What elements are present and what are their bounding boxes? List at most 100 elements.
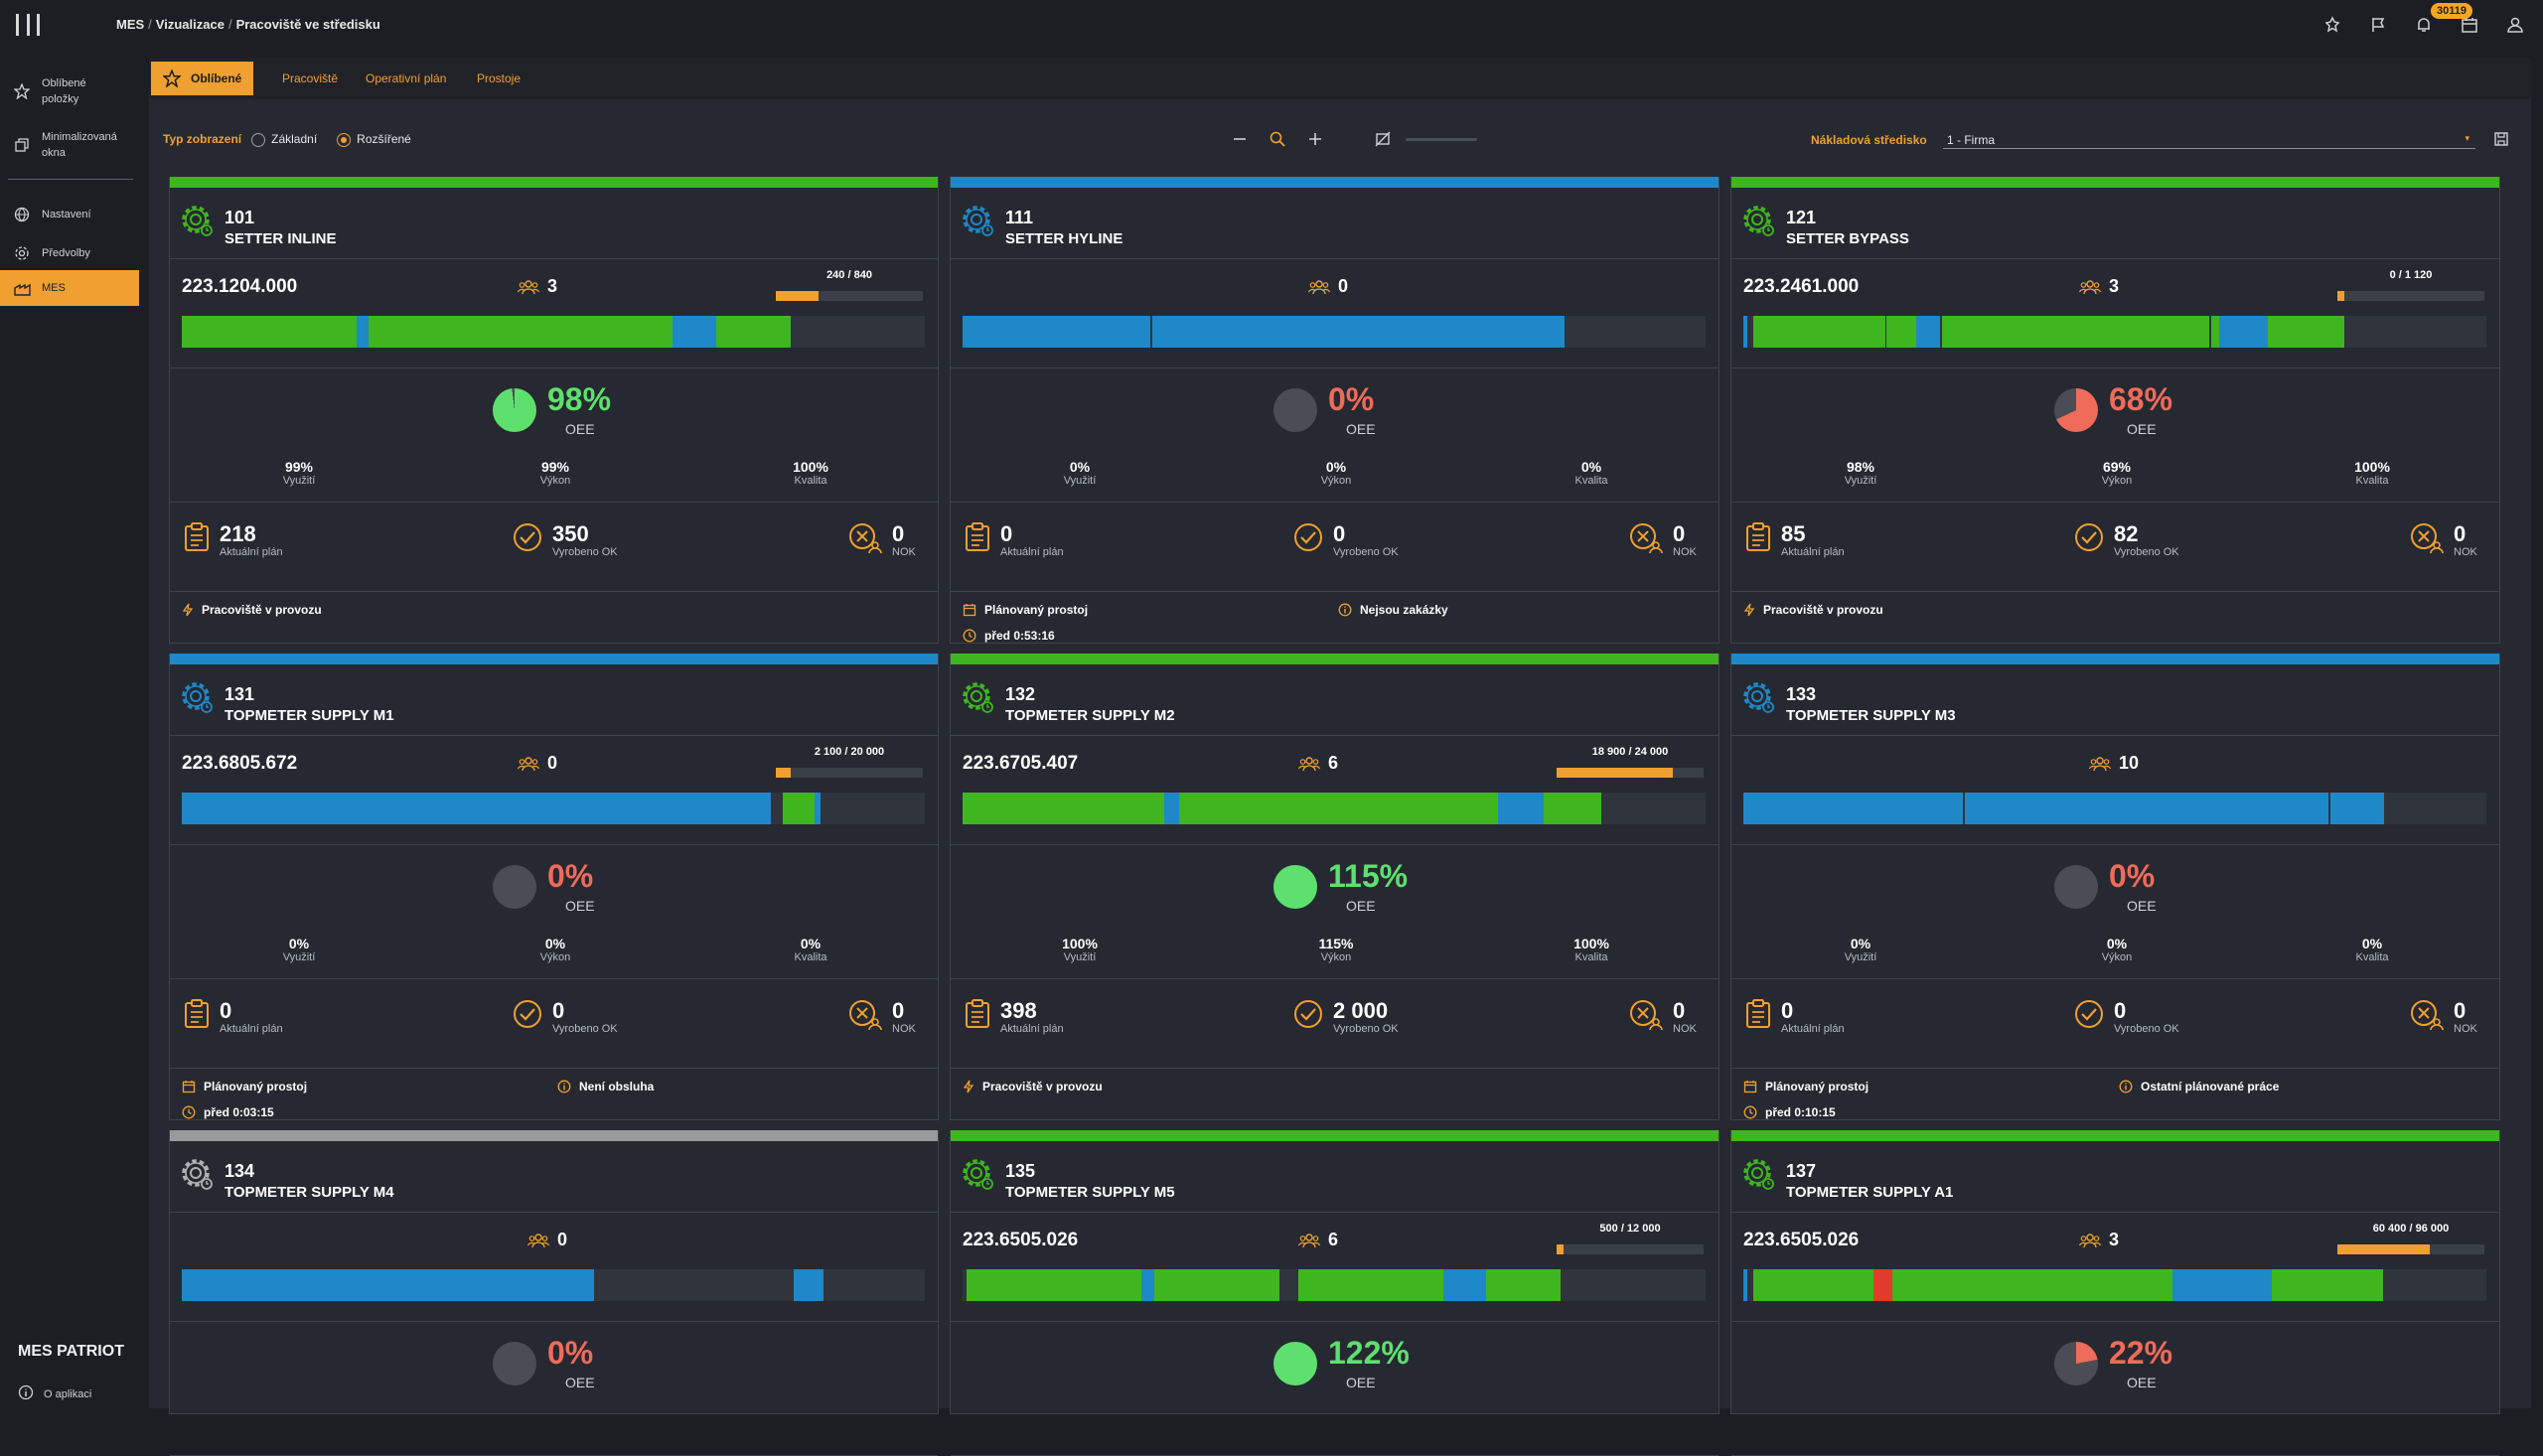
kpi-label: Kvalita	[794, 951, 827, 963]
export-icon[interactable]	[2491, 129, 2511, 149]
radio-label: Rozšířené	[357, 132, 411, 146]
kpi-label: Výkon	[2101, 951, 2133, 963]
menu-icon[interactable]	[16, 14, 40, 36]
zoom-slider[interactable]	[1406, 138, 1477, 141]
order-row: 223.2461.000 3 0 / 1 120	[1731, 259, 2499, 368]
timeline-segment	[2271, 1269, 2383, 1301]
radio-button[interactable]	[251, 132, 266, 147]
breadcrumb-item[interactable]: MES	[116, 17, 145, 32]
plan-label: Aktuální plán	[220, 546, 283, 558]
workplace-card[interactable]: 131 TOPMETER SUPPLY M1 223.6805.672 0 2 100 …	[169, 654, 939, 1120]
cost-center-select[interactable]: 1 - Firma ▾	[1943, 127, 2475, 149]
zoom-out-icon[interactable]	[1230, 129, 1250, 149]
operators-value: 3	[2109, 276, 2120, 296]
timeline-segment	[2329, 793, 2384, 824]
zoom-in-icon[interactable]	[1305, 129, 1325, 149]
sidebar-item-minimized[interactable]: Minimalizovaná okna	[0, 125, 139, 165]
operators-value: 0	[547, 753, 558, 773]
oee-section: 0% OEE	[170, 1322, 938, 1456]
workplace-card[interactable]: 101 SETTER INLINE 223.1204.000 3 240 / 840 98…	[169, 177, 939, 644]
timeline-segment	[1298, 1269, 1443, 1301]
tab-favorites[interactable]: Oblíbené	[151, 62, 254, 95]
status-time: před 0:10:15	[1743, 1105, 1836, 1119]
plan-value: 0	[220, 998, 232, 1023]
workplace-card[interactable]: 134 TOPMETER SUPPLY M4 0 0% OEE	[169, 1130, 939, 1456]
tab-workplaces[interactable]: Pracoviště	[270, 62, 350, 95]
oee-value: 22%	[2109, 1335, 2173, 1371]
counter-plan: 218 Aktuální plán	[184, 522, 283, 558]
oee-section: 0% OEE 0% Využití 0% Výkon 0% Kvalita	[170, 845, 938, 979]
kpi-performance: 0% Výkon	[1276, 459, 1396, 487]
sidebar-item-favorites[interactable]: Oblíbené položky	[0, 72, 139, 111]
status-reason: Není obsluha	[557, 1080, 654, 1093]
user-icon[interactable]	[2503, 13, 2527, 37]
kpi-quality: 0% Kvalita	[2313, 936, 2432, 963]
about-link[interactable]: O aplikaci	[18, 1384, 91, 1403]
timeline-segment	[963, 316, 1151, 348]
globe-icon	[14, 207, 42, 222]
kpi-quality: 100% Kvalita	[1532, 936, 1651, 963]
timeline-segment	[1916, 316, 1941, 348]
calendar-icon	[963, 603, 976, 617]
timeline-bar	[182, 1269, 925, 1301]
breadcrumb-item[interactable]: Vizualizace	[155, 17, 224, 32]
status-primary: Pracoviště v provozu	[182, 603, 322, 617]
workplace-card[interactable]: 137 TOPMETER SUPPLY A1 223.6505.026 3 60 400…	[1730, 1130, 2500, 1456]
people-icon	[527, 1233, 549, 1248]
timeline-segment	[182, 1269, 595, 1301]
radio-basic[interactable]: Základní	[251, 132, 317, 147]
workplace-card[interactable]: 135 TOPMETER SUPPLY M5 223.6505.026 6 500 / …	[950, 1130, 1720, 1456]
counter-plan: 398 Aktuální plán	[965, 999, 1064, 1035]
operators-value: 3	[547, 276, 558, 296]
oee-pie-chart	[493, 865, 536, 909]
bolt-icon	[1743, 603, 1755, 617]
counter-plan: 85 Aktuální plán	[1745, 522, 1845, 558]
radio-extended[interactable]: Rozšířené	[337, 132, 411, 147]
oee-pie-chart	[2054, 865, 2098, 909]
timeline-segment	[1442, 1269, 1487, 1301]
plan-value: 218	[220, 521, 256, 546]
timeline-segment	[1743, 793, 1963, 824]
status-row: Plánovaný prostoj Ostatní plánované práce…	[1731, 1069, 2499, 1128]
nok-value: 0	[2454, 998, 2467, 1023]
flag-icon[interactable]	[2366, 13, 2390, 37]
workplace-id: 135	[1005, 1161, 1036, 1181]
counter-nok: 0 NOK	[848, 999, 916, 1036]
nok-icon	[848, 522, 882, 559]
fit-off-icon[interactable]	[1373, 129, 1393, 149]
workplace-name: TOPMETER SUPPLY A1	[1786, 1184, 1954, 1201]
workplace-name: SETTER BYPASS	[1786, 230, 1909, 247]
operators-count: 6	[1298, 1230, 1338, 1250]
plan-value: 398	[1000, 998, 1037, 1023]
tab-operational-plan[interactable]: Operativní plán	[354, 62, 458, 95]
order-code: 223.2461.000	[1743, 276, 1860, 297]
status-text: Pracoviště v provozu	[982, 1080, 1103, 1093]
kpi-utilization: 99% Využití	[239, 459, 359, 487]
clipboard-icon	[184, 999, 210, 1034]
progress-label: 240 / 840	[826, 269, 872, 281]
nok-value: 0	[892, 521, 905, 546]
tab-downtimes[interactable]: Prostoje	[465, 62, 532, 95]
workplace-card[interactable]: 133 TOPMETER SUPPLY M3 10 0% OEE 0% Využití 0% V…	[1730, 654, 2500, 1120]
calendar-icon[interactable]	[2458, 13, 2481, 37]
workplace-card[interactable]: 121 SETTER BYPASS 223.2461.000 3 0 / 1 120 68…	[1730, 177, 2500, 644]
oee-label: OEE	[1346, 1375, 1376, 1390]
nok-icon	[1629, 522, 1663, 559]
sidebar-item-mes[interactable]: MES	[0, 270, 139, 306]
workplace-card[interactable]: 132 TOPMETER SUPPLY M2 223.6705.407 6 18 900…	[950, 654, 1720, 1120]
bell-icon[interactable]	[2412, 13, 2436, 37]
kpi-label: Využití	[1844, 475, 1877, 487]
nok-icon	[848, 999, 882, 1036]
card-header: 101 SETTER INLINE	[170, 188, 938, 259]
pin-icon[interactable]	[2320, 13, 2344, 37]
status-reason-text: Není obsluha	[579, 1080, 655, 1093]
order-row: 223.1204.000 3 240 / 840	[170, 259, 938, 368]
search-icon[interactable]	[1268, 129, 1287, 149]
nok-label: NOK	[1673, 1023, 1697, 1035]
radio-button[interactable]	[337, 132, 352, 147]
oee-pie-chart	[2054, 388, 2098, 432]
sidebar-item-preferences[interactable]: Předvolby	[0, 237, 139, 269]
sidebar-item-settings[interactable]: Nastavení	[0, 199, 139, 230]
workplace-card[interactable]: 111 SETTER HYLINE 0 0% OEE 0% Využití 0% Výkon 0%…	[950, 177, 1720, 644]
status-strip	[1731, 1130, 2499, 1141]
